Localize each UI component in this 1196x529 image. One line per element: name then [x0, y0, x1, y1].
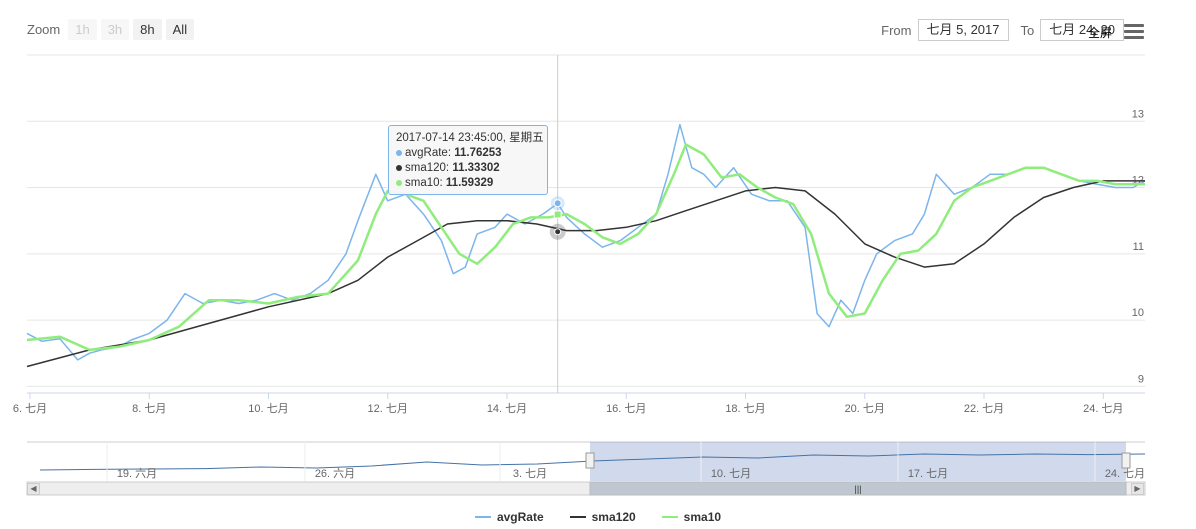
- to-date-input[interactable]: 七月 24, 20: [1040, 19, 1124, 41]
- tooltip-row-sma120: sma120: 11.33302: [396, 161, 540, 176]
- navigator-label: 24. 七月: [1105, 467, 1145, 480]
- navigator-label: 19. 六月: [117, 467, 157, 480]
- navigator-label: 3. 七月: [513, 467, 547, 480]
- scroll-left-arrow[interactable]: ◀: [27, 483, 40, 495]
- zoom-all-button[interactable]: All: [165, 19, 195, 40]
- x-tick-label: 18. 七月: [725, 402, 765, 415]
- navigator-label: 26. 六月: [315, 467, 355, 480]
- tooltip-row-avgrate: avgRate: 11.76253: [396, 146, 540, 161]
- legend-item-avgrate[interactable]: avgRate: [474, 510, 544, 524]
- hover-marker-sma120: [554, 228, 562, 236]
- tooltip: 2017-07-14 23:45:00, 星期五 avgRate: 11.762…: [388, 125, 548, 195]
- y-tick-label: 13: [1132, 108, 1144, 120]
- x-tick-label: 24. 七月: [1083, 402, 1123, 415]
- hover-marker-sma10: [553, 210, 562, 219]
- date-range: From 七月 5, 2017 To 七月 24, 20: [881, 19, 1136, 41]
- series-line-sma120: [26, 180, 1145, 368]
- navigator-label: 10. 七月: [711, 467, 751, 480]
- y-tick-label: 10: [1132, 307, 1144, 319]
- y-tick-label: 11: [1133, 241, 1144, 253]
- x-tick-label: 22. 七月: [964, 402, 1004, 415]
- tooltip-row-sma10: sma10: 11.59329: [396, 176, 540, 191]
- x-tick-label: 10. 七月: [248, 402, 288, 415]
- to-label: To: [1020, 22, 1035, 38]
- menu-icon[interactable]: [1124, 24, 1144, 40]
- zoom-bar: Zoom 1h 3h 8h All: [27, 19, 195, 40]
- zoom-label: Zoom: [27, 22, 61, 37]
- navigator-selection: [590, 442, 1126, 481]
- fullscreen-label[interactable]: 全屏: [1088, 26, 1113, 40]
- scrollbar-thumb[interactable]: [589, 481, 1127, 496]
- scroll-right-arrow[interactable]: ▶: [1131, 483, 1144, 495]
- series-line-sma10: [26, 143, 1145, 352]
- x-tick-label: 16. 七月: [606, 402, 646, 415]
- x-tick-label: 6. 七月: [13, 402, 47, 415]
- y-tick-label: 9: [1138, 373, 1144, 385]
- x-tick-label: 12. 七月: [368, 402, 408, 415]
- legend: avgRate sma120 sma10: [0, 510, 1196, 524]
- hover-marker-avgrate: [553, 199, 562, 208]
- x-tick-label: 8. 七月: [132, 402, 166, 415]
- zoom-8h-button[interactable]: 8h: [133, 19, 162, 40]
- navigator-label: 17. 七月: [908, 467, 948, 480]
- series-line-avgrate: [26, 123, 1146, 361]
- tooltip-header: 2017-07-14 23:45:00, 星期五: [396, 132, 544, 144]
- x-tick-label: 20. 七月: [845, 402, 885, 415]
- zoom-1h-button[interactable]: 1h: [68, 19, 97, 40]
- legend-item-sma120[interactable]: sma120: [569, 510, 636, 524]
- navigator-handle-left[interactable]: [585, 452, 595, 469]
- from-label: From: [881, 22, 912, 38]
- x-tick-label: 14. 七月: [487, 402, 527, 415]
- navigator-handle-right[interactable]: [1121, 452, 1131, 469]
- from-date-input[interactable]: 七月 5, 2017: [917, 19, 1009, 41]
- legend-item-sma10[interactable]: sma10: [661, 510, 721, 524]
- scrollbar-grip: |||: [854, 484, 861, 494]
- zoom-3h-button[interactable]: 3h: [100, 19, 130, 40]
